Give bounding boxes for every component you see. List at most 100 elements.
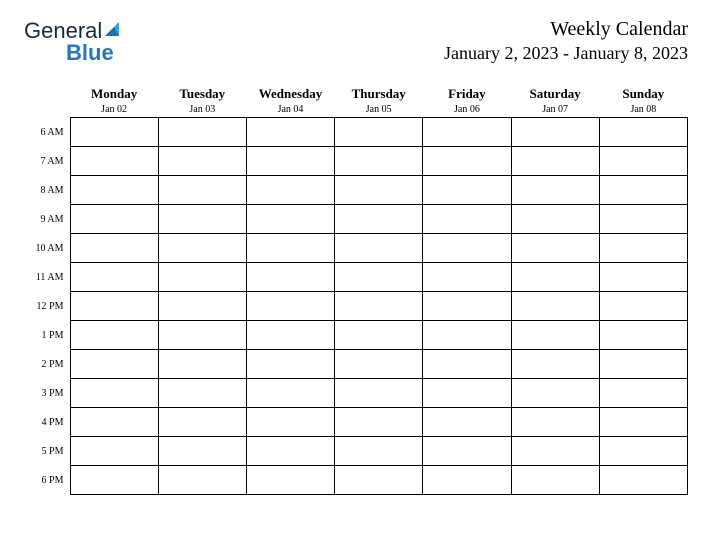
time-slot[interactable] [511,379,599,408]
time-slot[interactable] [423,205,511,234]
time-slot[interactable] [511,147,599,176]
time-slot[interactable] [423,321,511,350]
logo-text: GeneralBlue [24,20,121,64]
time-slot[interactable] [423,234,511,263]
time-slot[interactable] [511,466,599,495]
time-slot[interactable] [599,350,687,379]
time-slot[interactable] [70,118,158,147]
time-slot[interactable] [511,176,599,205]
time-slot[interactable] [158,205,246,234]
time-slot[interactable] [335,234,423,263]
time-slot[interactable] [599,292,687,321]
time-slot[interactable] [70,176,158,205]
time-slot[interactable] [70,292,158,321]
time-slot[interactable] [511,408,599,437]
time-slot[interactable] [335,466,423,495]
time-slot[interactable] [335,176,423,205]
table-row: 1 PM [24,321,688,350]
time-slot[interactable] [70,379,158,408]
time-slot[interactable] [599,408,687,437]
time-slot[interactable] [70,350,158,379]
time-slot[interactable] [246,147,334,176]
day-name: Wednesday [246,86,334,102]
day-header: MondayJan 02 [70,82,158,118]
time-slot[interactable] [423,379,511,408]
time-slot[interactable] [246,379,334,408]
time-slot[interactable] [335,147,423,176]
time-slot[interactable] [511,321,599,350]
time-slot[interactable] [70,234,158,263]
hour-label: 3 PM [24,379,70,408]
time-slot[interactable] [335,205,423,234]
time-slot[interactable] [423,408,511,437]
time-slot[interactable] [599,176,687,205]
time-slot[interactable] [599,379,687,408]
time-slot[interactable] [511,234,599,263]
time-slot[interactable] [423,118,511,147]
time-slot[interactable] [158,118,246,147]
time-slot[interactable] [599,437,687,466]
time-slot[interactable] [599,321,687,350]
time-slot[interactable] [158,321,246,350]
time-slot[interactable] [246,437,334,466]
time-slot[interactable] [335,408,423,437]
time-slot[interactable] [335,321,423,350]
time-slot[interactable] [70,408,158,437]
time-slot[interactable] [511,205,599,234]
time-slot[interactable] [70,147,158,176]
time-slot[interactable] [158,437,246,466]
time-slot[interactable] [70,466,158,495]
time-slot[interactable] [158,379,246,408]
time-slot[interactable] [246,263,334,292]
time-slot[interactable] [599,263,687,292]
time-slot[interactable] [423,350,511,379]
time-slot[interactable] [423,147,511,176]
time-slot[interactable] [511,118,599,147]
time-slot[interactable] [511,350,599,379]
time-slot[interactable] [158,466,246,495]
time-slot[interactable] [246,350,334,379]
time-slot[interactable] [423,292,511,321]
time-slot[interactable] [246,176,334,205]
time-slot[interactable] [158,350,246,379]
time-slot[interactable] [158,263,246,292]
time-slot[interactable] [335,379,423,408]
time-slot[interactable] [335,292,423,321]
time-slot[interactable] [335,350,423,379]
time-slot[interactable] [423,437,511,466]
time-slot[interactable] [511,437,599,466]
time-slot[interactable] [599,147,687,176]
time-slot[interactable] [246,205,334,234]
time-slot[interactable] [246,118,334,147]
time-slot[interactable] [70,263,158,292]
time-slot[interactable] [423,176,511,205]
time-slot[interactable] [599,466,687,495]
time-slot[interactable] [599,118,687,147]
time-slot[interactable] [246,466,334,495]
time-slot[interactable] [246,292,334,321]
time-slot[interactable] [599,234,687,263]
time-slot[interactable] [158,408,246,437]
time-slot[interactable] [599,205,687,234]
time-slot[interactable] [335,263,423,292]
time-slot[interactable] [70,321,158,350]
time-slot[interactable] [158,176,246,205]
time-slot[interactable] [246,408,334,437]
day-name: Tuesday [158,86,246,102]
time-slot[interactable] [70,437,158,466]
time-slot[interactable] [423,263,511,292]
time-slot[interactable] [511,263,599,292]
hour-label: 12 PM [24,292,70,321]
table-row: 7 AM [24,147,688,176]
time-slot[interactable] [246,234,334,263]
time-slot[interactable] [158,292,246,321]
time-slot[interactable] [335,437,423,466]
day-name: Saturday [511,86,599,102]
time-slot[interactable] [246,321,334,350]
time-slot[interactable] [511,292,599,321]
time-slot[interactable] [158,147,246,176]
time-slot[interactable] [158,234,246,263]
time-slot[interactable] [335,118,423,147]
time-slot[interactable] [423,466,511,495]
time-slot[interactable] [70,205,158,234]
